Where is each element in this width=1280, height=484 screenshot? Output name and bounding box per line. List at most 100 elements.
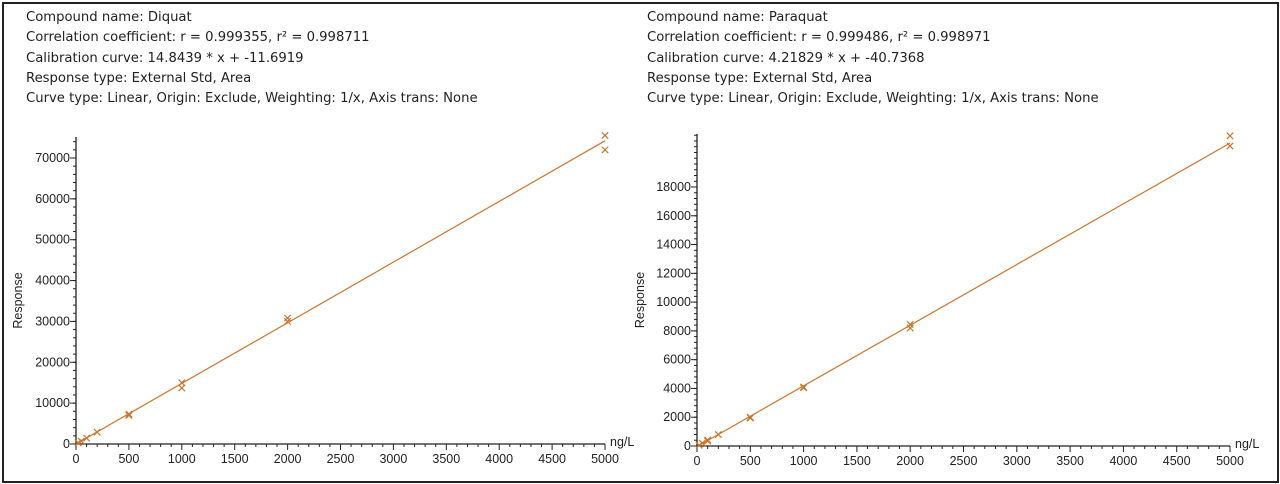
- x-tick-label: 2000: [274, 452, 302, 466]
- point-mark: [714, 430, 722, 439]
- point-mark: [601, 131, 609, 140]
- data-point: [906, 320, 914, 329]
- point-mark: [93, 428, 101, 436]
- point-mark: [1226, 142, 1234, 150]
- point-mark: [1226, 132, 1234, 140]
- point-mark: [704, 436, 712, 444]
- x-tick-label: 3000: [1003, 454, 1031, 468]
- y-tick-label: 50000: [35, 233, 70, 247]
- curve-type: Curve type: Linear, Origin: Exclude, Wei…: [647, 91, 1099, 107]
- calibration-curve: Calibration curve: 4.21829 * x + -40.736…: [647, 50, 925, 66]
- data-point: [178, 379, 186, 387]
- x-tick-label: 0: [694, 454, 701, 468]
- data-point: [125, 411, 133, 420]
- x-tick-label: 1500: [843, 454, 871, 468]
- x-axis-label: ng/L: [1235, 437, 1259, 451]
- x-tick-label: 5000: [1216, 454, 1244, 468]
- compound-name: Compound name: Paraquat: [647, 10, 828, 25]
- data-point: [601, 131, 609, 140]
- calibration-fit-line: [77, 140, 606, 444]
- point-mark: [698, 439, 706, 447]
- y-tick-label: 10000: [35, 396, 70, 410]
- data-point: [125, 410, 133, 418]
- calibration-curve: Calibration curve: 14.8439 * x + -11.691…: [26, 50, 304, 66]
- point-mark: [82, 434, 91, 442]
- y-tick-label: 16000: [656, 209, 691, 223]
- point-mark: [283, 314, 292, 322]
- x-tick-label: 500: [118, 452, 139, 466]
- x-tick-label: 1000: [168, 452, 196, 466]
- response-type: Response type: External Std, Area: [26, 70, 252, 86]
- y-tick-label: 20000: [35, 355, 70, 369]
- point-mark: [178, 384, 186, 392]
- correlation-coefficient: Correlation coefficient: r = 0.999486, r…: [647, 30, 991, 46]
- data-point: [1226, 132, 1234, 140]
- x-tick-label: 3500: [1056, 454, 1084, 468]
- x-tick-label: 1500: [221, 452, 249, 466]
- x-tick-label: 2500: [327, 452, 355, 466]
- x-tick-label: 3000: [379, 452, 407, 466]
- point-mark: [283, 317, 292, 326]
- point-mark: [695, 441, 703, 449]
- y-tick-label: 2000: [663, 410, 691, 424]
- y-tick-label: 12000: [656, 266, 691, 280]
- data-point: [601, 146, 609, 154]
- y-tick-label: 14000: [656, 238, 691, 252]
- y-tick-label: 8000: [663, 324, 691, 338]
- data-point: [714, 430, 722, 439]
- chart-0: 0 500 1000 1500 2000 2500 3000 3500 4000 4500 5000…: [11, 131, 634, 466]
- diquat-info: Compound name: Diquat Correlation coeffi…: [26, 8, 478, 109]
- x-tick-label: 1000: [790, 454, 818, 468]
- compound-name: Compound name: Diquat: [26, 10, 192, 25]
- data-point: [93, 428, 101, 436]
- x-tick-label: 4000: [1109, 454, 1137, 468]
- correlation-coefficient: Correlation coefficient: r = 0.999355, r…: [26, 30, 370, 46]
- y-tick-label: 6000: [663, 353, 691, 367]
- data-point: [283, 314, 292, 322]
- point-mark: [77, 437, 85, 445]
- point-mark: [746, 413, 754, 421]
- y-tick-label: 0: [684, 439, 691, 453]
- x-tick-label: 4500: [1163, 454, 1191, 468]
- point-mark: [601, 146, 609, 154]
- x-tick-label: 2000: [896, 454, 924, 468]
- y-axis-label: Response: [11, 272, 25, 328]
- x-tick-label: 4500: [538, 452, 566, 466]
- y-tick-label: 4000: [663, 381, 691, 395]
- paraquat-info: Compound name: Paraquat Correlation coef…: [647, 8, 1099, 109]
- response-type: Response type: External Std, Area: [647, 70, 873, 86]
- data-point: [77, 437, 85, 445]
- point-mark: [704, 437, 712, 445]
- y-tick-label: 70000: [35, 151, 70, 165]
- y-tick-label: 18000: [656, 180, 691, 194]
- point-mark: [799, 383, 808, 391]
- y-tick-label: 10000: [656, 295, 691, 309]
- calibration-fit-line: [698, 142, 1231, 446]
- point-mark: [125, 410, 133, 418]
- data-point: [799, 383, 808, 391]
- x-tick-label: 4000: [485, 452, 513, 466]
- x-tick-label: 2500: [950, 454, 978, 468]
- data-point: [178, 384, 186, 392]
- y-tick-label: 30000: [35, 314, 70, 328]
- y-axis-label: Response: [633, 272, 647, 328]
- data-point: [746, 413, 754, 421]
- point-mark: [125, 411, 133, 420]
- data-point: [283, 317, 292, 326]
- data-point: [704, 437, 712, 445]
- x-tick-label: 0: [73, 452, 80, 466]
- chart-1: 0 500 1000 1500 2000 2500 3000 3500 4000 4500 5000…: [633, 132, 1259, 468]
- point-mark: [906, 320, 914, 329]
- x-tick-label: 500: [740, 454, 761, 468]
- data-point: [695, 441, 703, 449]
- y-tick-label: 60000: [35, 192, 70, 206]
- data-point: [82, 434, 91, 442]
- x-axis-label: ng/L: [610, 435, 634, 449]
- point-mark: [178, 379, 186, 387]
- data-point: [698, 439, 706, 447]
- curve-type: Curve type: Linear, Origin: Exclude, Wei…: [26, 91, 478, 107]
- x-tick-label: 5000: [591, 452, 619, 466]
- y-tick-label: 40000: [35, 274, 70, 288]
